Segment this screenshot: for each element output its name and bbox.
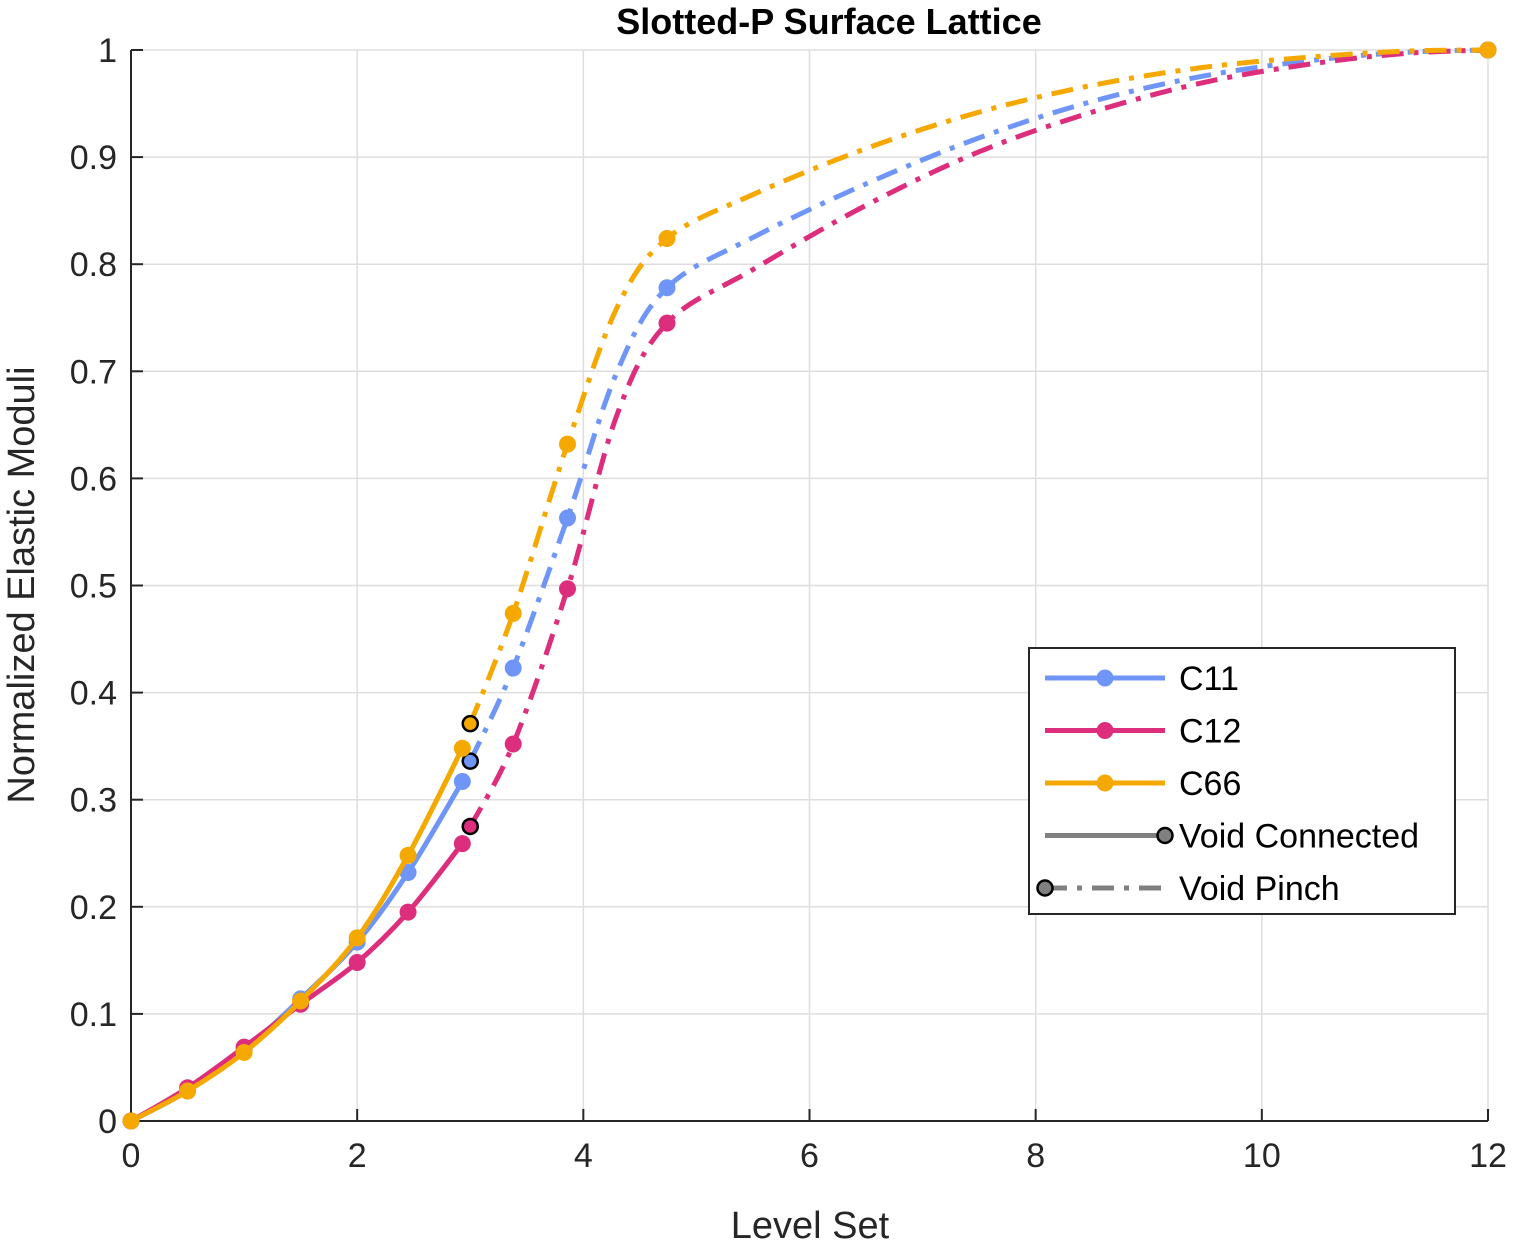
data-point	[504, 735, 522, 753]
legend-label: Void Connected	[1179, 818, 1419, 856]
legend-label: C12	[1179, 713, 1241, 751]
x-tick-label: 2	[348, 1137, 367, 1175]
y-tick-label: 0.5	[70, 568, 117, 606]
data-point	[559, 509, 577, 527]
x-tick-labels: 0 2 4 6 8 10 12	[122, 1137, 1507, 1175]
y-tick-label: 0	[98, 1103, 117, 1141]
series-group	[122, 41, 1497, 1130]
x-tick-label: 0	[122, 1137, 141, 1175]
y-tick-label: 0.2	[70, 889, 117, 927]
x-tick-label: 12	[1469, 1137, 1507, 1175]
legend-marker	[1036, 879, 1054, 897]
data-point	[1479, 41, 1497, 59]
y-tick-label: 0.1	[70, 996, 117, 1034]
legend-marker	[1096, 669, 1114, 687]
data-point	[658, 314, 676, 332]
y-tick-labels: 0 0.1 0.2 0.3 0.4 0.5 0.6 0.7 0.8 0.9 1	[70, 32, 117, 1141]
x-tick-label: 10	[1243, 1137, 1281, 1175]
data-point	[399, 846, 417, 864]
data-point	[504, 604, 522, 622]
x-tick-label: 8	[1026, 1137, 1045, 1175]
series-line-pinch	[468, 47, 1489, 828]
y-tick-label: 1	[98, 32, 117, 70]
transition-point	[461, 714, 479, 733]
data-point	[453, 835, 471, 853]
y-tick-label: 0.6	[70, 460, 117, 498]
series-line-pinch	[467, 47, 1489, 725]
legend-label: Void Pinch	[1179, 870, 1340, 908]
data-point	[453, 772, 471, 790]
data-point	[658, 229, 676, 247]
data-point	[559, 580, 577, 598]
legend-marker	[1156, 826, 1174, 845]
data-point	[399, 903, 417, 921]
legend-label: C11	[1179, 660, 1239, 698]
y-tick-label: 0.9	[70, 139, 117, 177]
series-c66	[122, 41, 1497, 1130]
data-point	[235, 1043, 253, 1061]
y-axis-label: Normalized Elastic Moduli	[1, 366, 43, 803]
y-tick-label: 0.7	[70, 353, 117, 391]
data-point	[179, 1082, 197, 1100]
data-point	[348, 929, 366, 947]
transition-point	[461, 752, 479, 770]
legend-label: C66	[1179, 765, 1241, 803]
transition-point	[461, 817, 479, 836]
legend-entry: Void Pinch	[1036, 870, 1340, 908]
legend-entry: Void Connected	[1045, 818, 1419, 856]
chart-title: Slotted-P Surface Lattice	[616, 1, 1041, 42]
legend: C11 C12 C66 Void Connected Void Pinch	[1028, 647, 1456, 915]
data-point	[122, 1112, 140, 1130]
data-point	[658, 279, 676, 297]
y-tick-label: 0.4	[70, 675, 117, 713]
data-point	[348, 953, 366, 971]
legend-marker	[1096, 722, 1114, 739]
y-tick-label: 0.3	[70, 782, 117, 820]
data-point	[292, 992, 310, 1010]
legend-entry: C11	[1045, 660, 1239, 698]
axes	[130, 49, 1489, 1122]
legend-entry: C66	[1045, 765, 1241, 803]
y-tick-label: 0.8	[70, 246, 117, 284]
legend-marker	[1096, 774, 1114, 792]
x-tick-label: 6	[800, 1137, 819, 1175]
data-point	[453, 739, 471, 757]
x-axis-label: Level Set	[731, 1205, 890, 1244]
legend-entry: C12	[1045, 713, 1241, 751]
data-point	[504, 659, 522, 677]
data-point	[559, 435, 577, 453]
data-point	[399, 864, 417, 882]
x-tick-label: 4	[574, 1137, 593, 1175]
